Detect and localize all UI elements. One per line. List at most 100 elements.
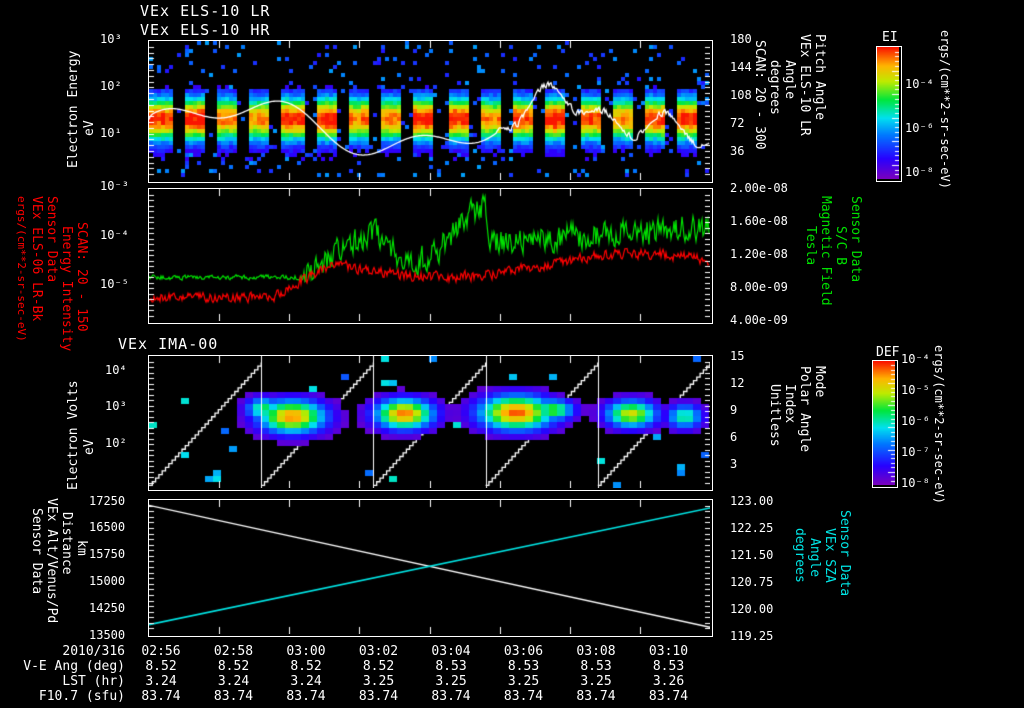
footer-f107-5: 83.74 (503, 689, 544, 704)
footer-lst-0: 3.24 (145, 674, 177, 689)
panel1-spectrogram[interactable] (148, 40, 713, 183)
panel4-rtick-3: 120.75 (730, 575, 774, 589)
panel2-ytick-2: 10⁻⁵ (100, 277, 129, 291)
panel3-right-label-3: Index (782, 384, 797, 424)
panel4-altitude-sza[interactable] (148, 499, 713, 637)
footer-f107-6: 83.74 (576, 689, 616, 704)
colorbar1 (876, 46, 902, 182)
panel4-left-label-2: VEx Alt/Venus/Pd (44, 498, 59, 624)
colorbar2-tick-2: 10⁻⁶ (901, 414, 930, 428)
panel3-spectrogram[interactable] (148, 355, 713, 491)
footer-f107-2: 83.74 (286, 689, 326, 704)
footer-lst-4: 3.25 (435, 674, 467, 689)
footer-veang-4: 8.53 (435, 659, 467, 674)
panel3-ytick-0: 10⁴ (105, 363, 127, 377)
footer-f107-7: 83.74 (648, 689, 689, 704)
footer-row-label-date: 2010/316 (62, 644, 125, 659)
panel2-left-label-5: SCAN: 20 - 150 (74, 222, 89, 332)
panel3-rtick-3: 6 (730, 430, 738, 444)
footer-veang-0: 8.52 (145, 659, 177, 674)
panel4-rtick-1: 122.25 (730, 521, 774, 535)
footer-lst-7: 3.26 (652, 674, 685, 689)
colorbar2-tick-0: 10⁻⁴ (901, 352, 930, 366)
panel4-ytick-5: 13500 (89, 628, 126, 642)
footer-time-6: 03:08 (576, 644, 616, 659)
panel2-left-label-2: VEx ELS-06 LR-Bk (29, 196, 44, 322)
panel3-title: VEx IMA-00 (118, 335, 219, 353)
panel4-left-label-3: Distance (59, 512, 74, 575)
panel3-rtick-1: 12 (730, 376, 745, 390)
footer-f107-3: 83.74 (358, 689, 399, 704)
panel1-rtick-0: 180 (730, 32, 752, 46)
panel2-ytick-1: 10⁻⁴ (100, 228, 129, 242)
footer-lst-2: 3.24 (290, 674, 322, 689)
footer-time-5: 03:06 (503, 644, 544, 659)
panel3-rtick-2: 9 (730, 403, 738, 417)
footer-time-2: 03:00 (286, 644, 326, 659)
panel2-rtick-4: 4.00e-09 (730, 313, 788, 327)
panel2-left-label-4: ergs/(cm**2-sr-sec-eV) (15, 196, 28, 342)
panel1-right-label-1: Pitch Angle (812, 34, 827, 121)
panel2-right-label-3: Magnetic Field (818, 196, 833, 306)
panel3-left-axis-units: eV (82, 439, 97, 455)
footer-time-7: 03:10 (648, 644, 689, 659)
panel4-rtick-2: 121.50 (730, 548, 774, 562)
colorbar1-tick-1: 10⁻⁶ (905, 121, 934, 135)
panel4-ytick-1: 16500 (89, 520, 126, 534)
footer-lst-5: 3.25 (507, 674, 540, 689)
colorbar2-units: ergs/(cm**2-sr-sec-eV) (932, 345, 946, 504)
footer-row-label-lst: LST (hr) (62, 674, 125, 689)
panel4-rtick-0: 123.00 (730, 494, 774, 508)
panel3-ytick-2: 10² (105, 436, 127, 450)
footer-time-1: 02:58 (213, 644, 254, 659)
colorbar2-tick-1: 10⁻⁵ (901, 383, 930, 397)
panel2-right-label-2: S/C B (833, 226, 848, 266)
footer-lst-6: 3.25 (580, 674, 612, 689)
colorbar2-tick-3: 10⁻⁷ (901, 445, 930, 459)
footer-veang-2: 8.52 (290, 659, 322, 674)
panel4-rtick-5: 119.25 (730, 629, 774, 643)
footer-veang-3: 8.52 (362, 659, 395, 674)
panel1-rtick-2: 108 (730, 88, 752, 102)
panel2-right-label-4: Tesla (803, 226, 818, 266)
panel1-left-axis-units: eV (82, 120, 97, 136)
colorbar1-units: ergs/(cm**2-sr-sec-eV) (938, 30, 952, 189)
panel1-right-label-2: VEx ELS-10 LR (797, 34, 812, 136)
panel4-ytick-2: 15750 (89, 547, 126, 561)
panel3-left-axis-label: Electron Volts (66, 380, 81, 490)
panel2-rtick-3: 8.00e-09 (730, 280, 788, 294)
panel3-rtick-0: 15 (730, 349, 745, 363)
footer-f107-4: 83.74 (431, 689, 471, 704)
panel3-right-label-1: Mode (812, 366, 827, 398)
panel4-ytick-0: 17250 (89, 494, 126, 508)
panel2-right-label-1: Sensor Data (848, 196, 863, 283)
footer-row-label-f107: F10.7 (sfu) (38, 689, 125, 704)
colorbar1-title: EI (882, 30, 898, 45)
footer-time-0: 02:56 (141, 644, 181, 659)
panel4-right-label-4: degrees (792, 528, 807, 583)
footer-veang-7: 8.53 (652, 659, 685, 674)
panel1-ytick-2: 10¹ (100, 126, 122, 140)
footer-veang-6: 8.53 (580, 659, 612, 674)
footer-veang-1: 8.52 (217, 659, 250, 674)
panel3-right-label-2: Polar Angle (797, 366, 812, 453)
panel1-ytick-1: 10² (100, 79, 122, 93)
panel4-right-label-3: Angle (807, 538, 822, 578)
panel1-rtick-3: 72 (730, 116, 745, 130)
footer-lst-1: 3.24 (217, 674, 250, 689)
panel1-ytick-0: 10³ (100, 32, 122, 46)
panel2-rtick-2: 1.20e-08 (730, 247, 788, 261)
panel1-title-hr: VEx ELS-10 HR (140, 21, 271, 39)
panel4-ytick-3: 15000 (89, 574, 126, 588)
panel2-ytick-0: 10⁻³ (100, 179, 129, 193)
panel1-rtick-4: 36 (730, 144, 745, 158)
panel3-right-label-4: Unitless (767, 384, 782, 447)
footer-lst-3: 3.25 (362, 674, 395, 689)
panel1-right-label-3: Angle (782, 60, 797, 100)
panel4-ytick-4: 14250 (89, 601, 126, 615)
panel1-right-label-5: SCAN: 20 - 300 (752, 40, 767, 150)
footer-row-label-veang: V-E Ang (deg) (23, 659, 125, 674)
panel1-right-label-4: degrees (767, 60, 782, 115)
panel2-timeseries[interactable] (148, 188, 713, 324)
